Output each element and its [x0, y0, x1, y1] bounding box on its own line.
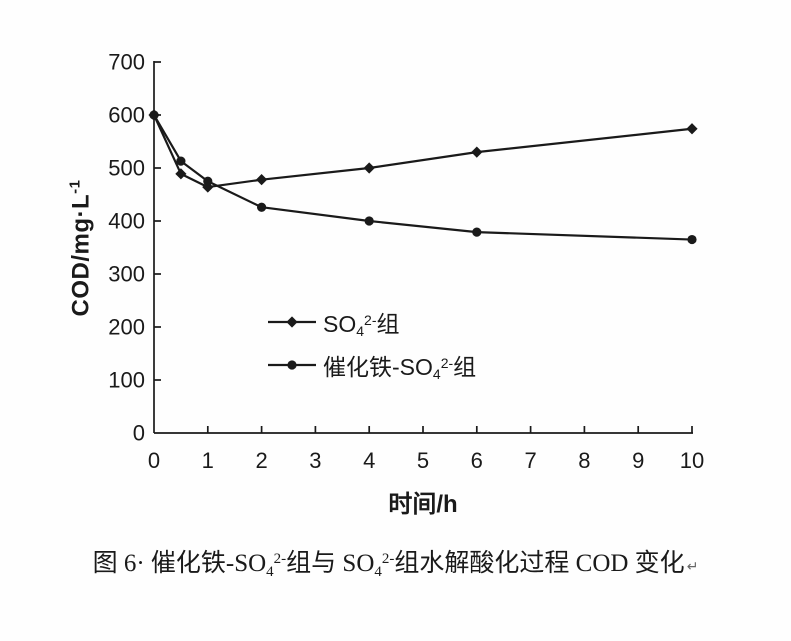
diamond-marker [686, 123, 698, 135]
y-tick-label: 100 [108, 368, 145, 393]
circle-marker [287, 360, 297, 370]
legend-label-catalytic-iron-so4: 催化铁-SO42-组 [323, 354, 477, 382]
diamond-marker [286, 316, 298, 328]
y-axis-title: COD/mg·L-1 [67, 180, 96, 317]
cod-line-chart: 0 100 200 300 400 500 600 700 0 1 2 3 4 5 6 7 8 9 10 [108, 50, 704, 474]
legend-label-so4: SO42-组 [323, 311, 400, 339]
x-tick-label: 3 [309, 448, 321, 473]
series-line [152, 114, 693, 189]
y-tick-label: 300 [108, 262, 145, 287]
y-tick-label: 600 [108, 103, 145, 128]
x-tick-label: 6 [471, 448, 483, 473]
x-tick-label: 2 [255, 448, 267, 473]
legend-item-so4: SO42-组 [268, 307, 476, 339]
diamond-marker [256, 174, 268, 186]
y-axis-title-base: COD/mg·L [67, 193, 95, 317]
circle-marker [687, 234, 697, 245]
series-0 [148, 109, 698, 193]
series-1 [149, 110, 697, 245]
x-tick-label: 8 [578, 448, 590, 473]
y-tick-label: 700 [108, 50, 145, 75]
circle-marker [176, 156, 186, 166]
x-tick-label: 9 [632, 448, 644, 473]
x-tick-label: 10 [680, 448, 704, 473]
diamond-marker [363, 162, 375, 174]
legend-marker-diamond-icon [268, 316, 316, 328]
x-tick-label: 0 [148, 448, 160, 473]
circle-marker [149, 110, 159, 120]
circle-marker [203, 176, 213, 186]
y-tick-label: 400 [108, 209, 145, 234]
y-tick-label: 500 [108, 156, 145, 181]
x-tick-label: 7 [524, 448, 536, 473]
legend-marker-circle-icon [268, 360, 316, 370]
y-tick-label: 0 [133, 421, 145, 446]
x-tick-label: 4 [363, 448, 375, 473]
figure-caption: 图 6· 催化铁-SO42-组与 SO42-组水解酸化过程 COD 变化 ↵ [92, 550, 699, 580]
x-axis-title: 时间/h [388, 491, 458, 518]
circle-marker [257, 202, 267, 212]
diamond-marker [471, 146, 483, 158]
series-line [153, 114, 693, 241]
y-axis-title-exponent: -1 [66, 179, 84, 194]
y-tick-label: 200 [108, 315, 145, 340]
circle-marker [472, 227, 482, 237]
x-tick-label: 5 [417, 448, 429, 473]
diamond-marker [175, 168, 187, 180]
x-tick-label: 1 [202, 448, 214, 473]
legend: SO42-组 催化铁-SO42-组 [268, 307, 476, 393]
legend-item-catalytic-iron-so4: 催化铁-SO42-组 [268, 350, 477, 382]
circle-marker [364, 216, 374, 226]
paragraph-return-mark: ↵ [686, 560, 699, 575]
